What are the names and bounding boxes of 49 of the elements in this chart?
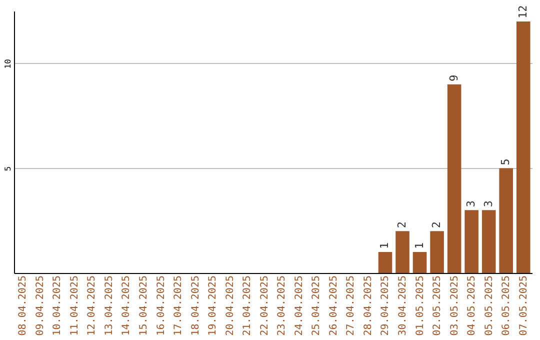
x-tick-label: 26.04.2025 [328, 276, 340, 336]
x-tick-label: 21.04.2025 [242, 276, 254, 336]
data-label: 2 [430, 221, 444, 228]
x-tick-label: 16.04.2025 [156, 276, 167, 336]
x-tick-label: 18.04.2025 [190, 276, 202, 336]
x-tick-label: 25.04.2025 [311, 276, 322, 336]
data-label: 1 [378, 242, 392, 250]
y-tick-label: 10 [4, 58, 12, 69]
data-label: 9 [447, 74, 460, 82]
x-tick-label: 07.05.2025 [518, 276, 530, 336]
bar [430, 231, 444, 273]
x-tick-label: 05.05.2025 [484, 276, 495, 336]
bar [482, 210, 496, 273]
x-tick-label: 02.05.2025 [432, 276, 444, 336]
bar [412, 252, 427, 273]
x-tick-label: 12.04.2025 [86, 276, 98, 336]
x-tick-label: 01.05.2025 [414, 276, 426, 336]
x-tick-label: 13.04.2025 [104, 276, 115, 336]
bar [464, 210, 478, 273]
bar [378, 252, 392, 273]
x-tick-label: 22.04.2025 [259, 276, 270, 336]
x-tick-label: 03.05.2025 [449, 276, 460, 336]
bar [396, 231, 410, 273]
x-tick-label: 24.04.2025 [294, 276, 305, 336]
x-tick-label: 29.04.2025 [380, 276, 392, 336]
x-tick-label: 14.04.2025 [121, 276, 132, 336]
x-tick-label: 28.04.2025 [362, 276, 374, 336]
x-tick-label: 09.04.2025 [34, 276, 46, 336]
bar [447, 84, 462, 273]
x-tick-label: 04.05.2025 [466, 276, 478, 336]
x-tick-label: 20.04.2025 [224, 276, 236, 336]
x-tick-label: 15.04.2025 [138, 276, 150, 336]
data-label: 1 [412, 242, 426, 250]
data-label: 3 [482, 200, 495, 208]
x-tick-label: 08.04.2025 [18, 276, 29, 336]
x-tick-label: 17.04.2025 [173, 276, 184, 336]
x-tick-label: 30.04.2025 [398, 276, 408, 336]
data-label: 2 [396, 221, 408, 228]
x-tick-label: 19.04.2025 [208, 276, 219, 336]
bar [499, 168, 514, 273]
x-tick-label: 23.04.2025 [276, 276, 288, 336]
data-label: 5 [499, 158, 512, 166]
data-label: 12 [516, 5, 530, 18]
x-tick-label: 10.04.2025 [52, 276, 64, 336]
data-label: 3 [464, 200, 478, 208]
bar [516, 21, 530, 273]
x-tick-label: 06.05.2025 [501, 276, 512, 336]
x-tick-label: 11.04.2025 [69, 276, 80, 336]
x-tick-label: 27.04.2025 [346, 276, 357, 336]
